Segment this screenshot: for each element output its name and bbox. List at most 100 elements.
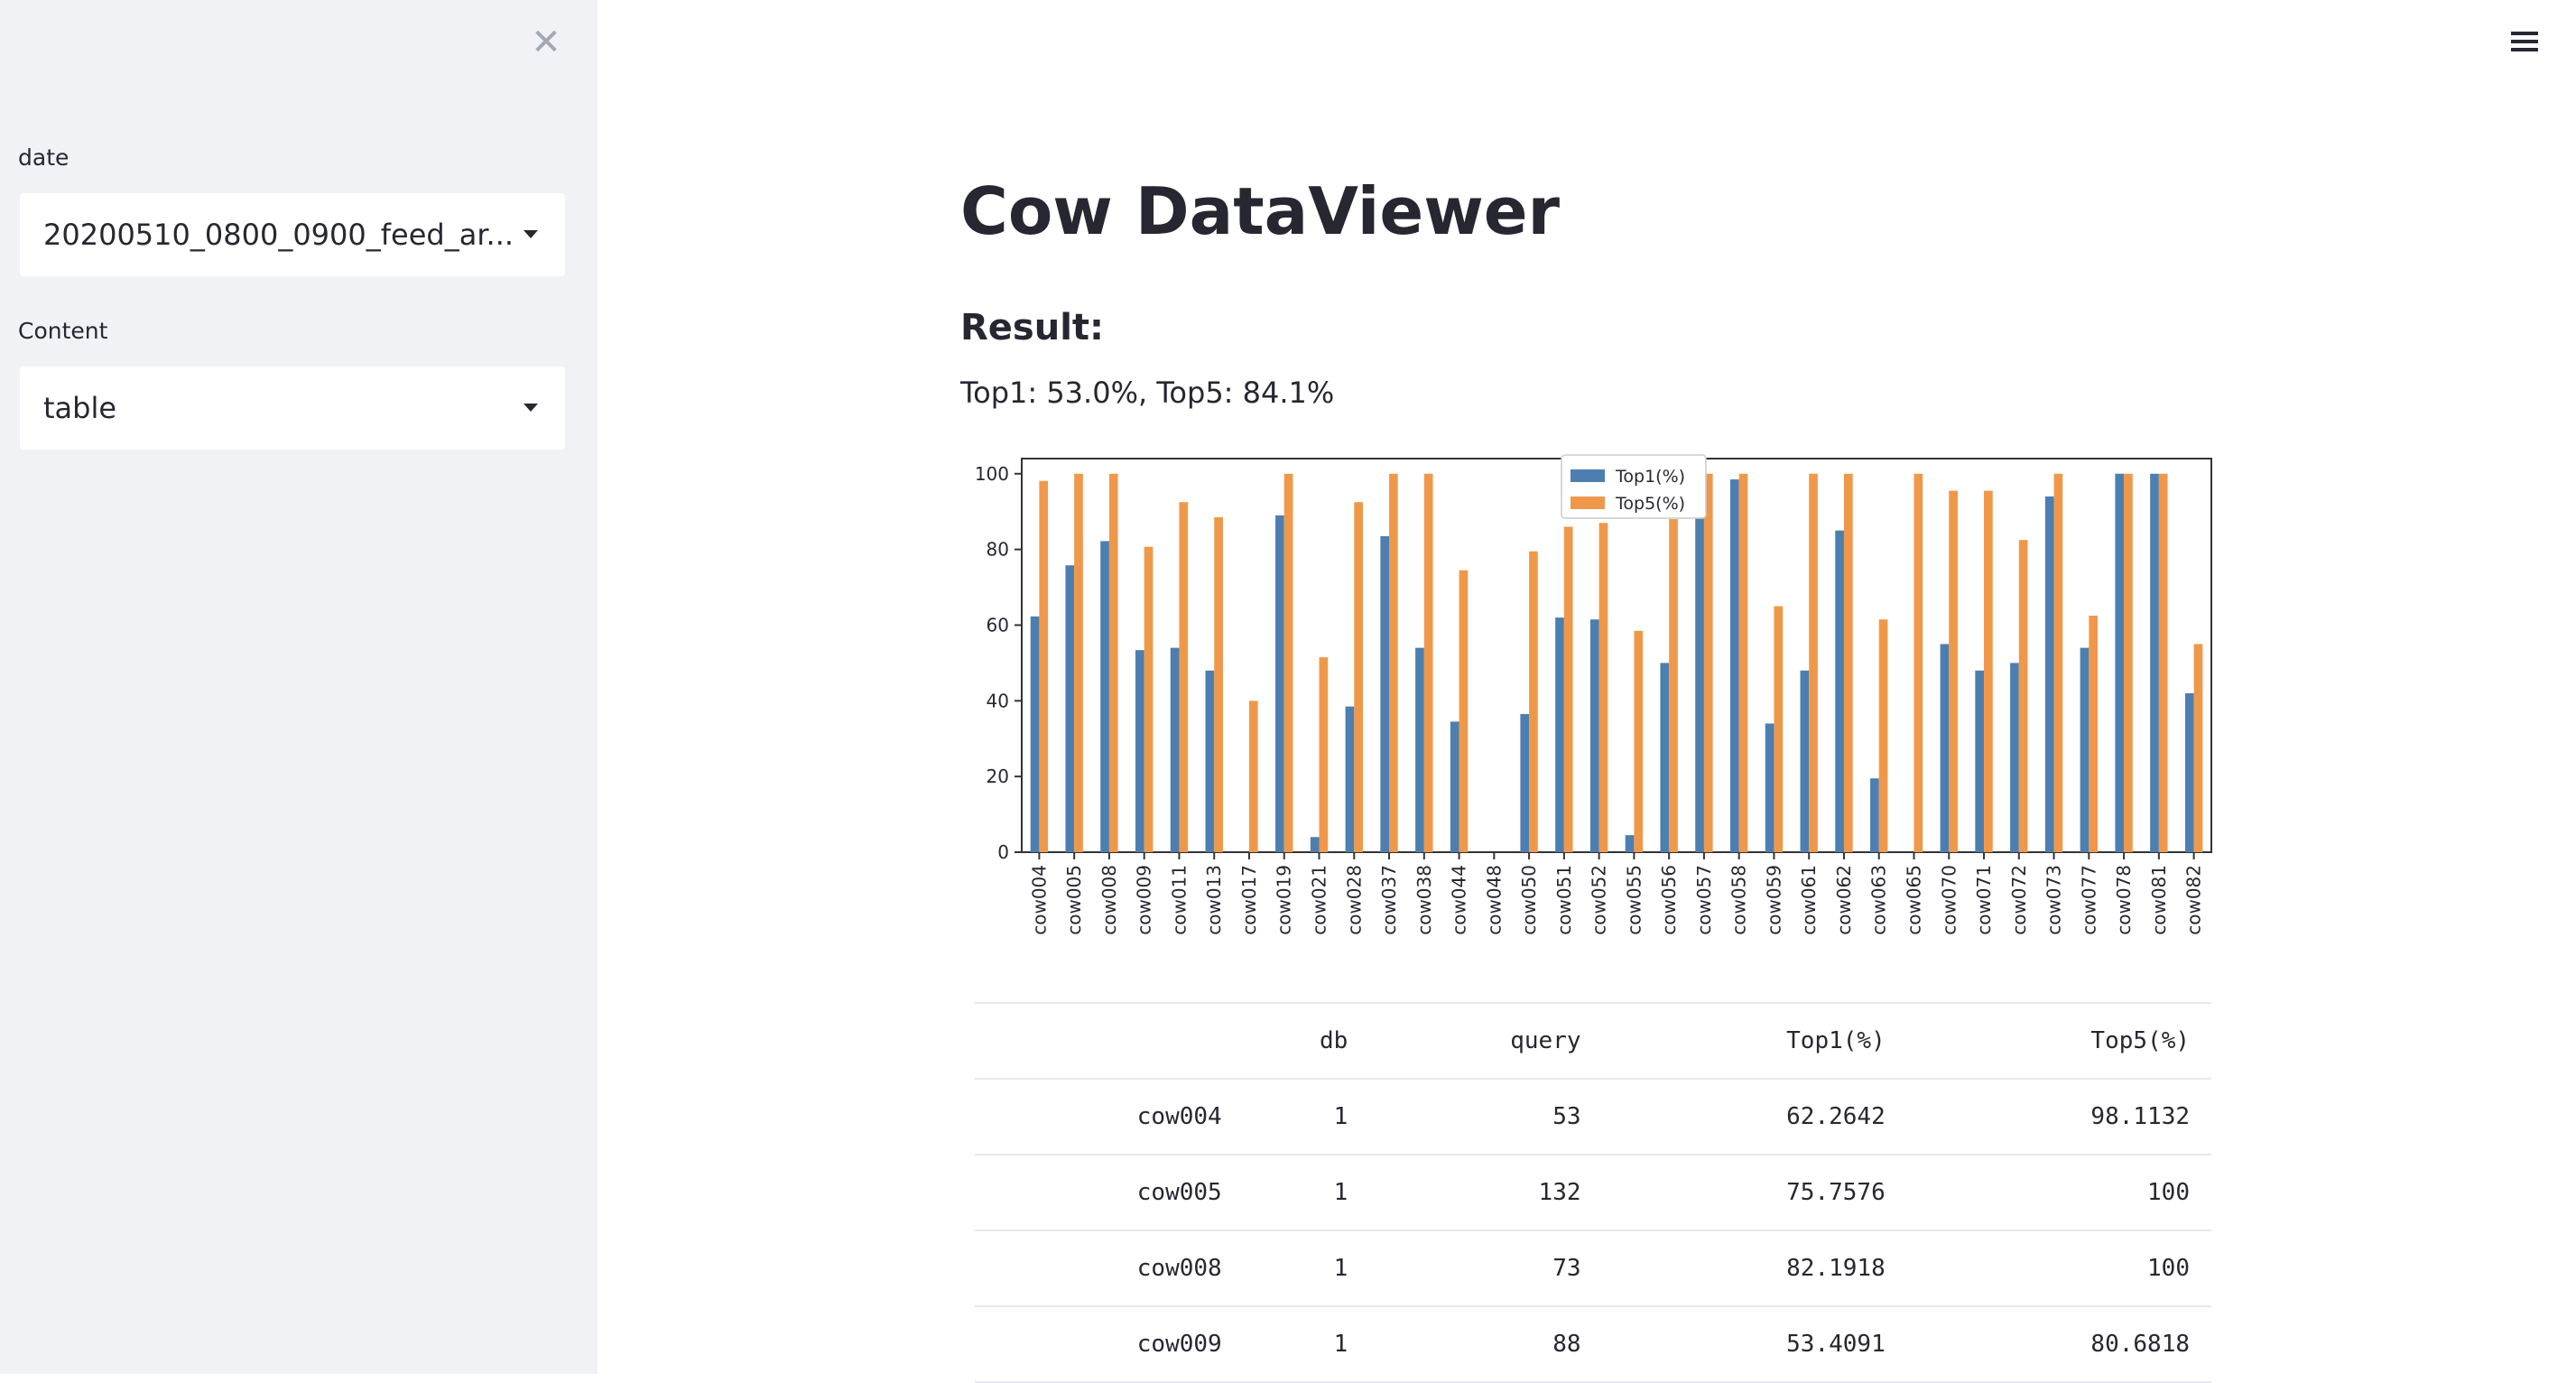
bar-top1 xyxy=(1415,647,1424,852)
x-tick-label: cow056 xyxy=(1658,865,1680,935)
bar-top5 xyxy=(1039,480,1049,852)
x-tick-label: cow077 xyxy=(2078,865,2099,935)
x-tick-label: cow011 xyxy=(1168,865,1190,935)
column-header xyxy=(975,1002,1244,1080)
bar-top5 xyxy=(2193,644,2203,852)
legend-label: Top1(%) xyxy=(1615,467,1685,487)
x-tick-label: cow028 xyxy=(1343,865,1365,935)
chevron-down-icon xyxy=(524,404,538,412)
column-header: Top5(%) xyxy=(1906,1002,2211,1080)
x-tick-label: cow044 xyxy=(1449,865,1470,935)
x-tick-label: cow063 xyxy=(1868,865,1890,935)
bar-top5 xyxy=(1354,502,1363,852)
x-tick-label: cow070 xyxy=(1938,865,1960,935)
bar-top1 xyxy=(2080,647,2090,852)
table-cell: 62.2642 xyxy=(1602,1079,1907,1156)
x-tick-label: cow005 xyxy=(1063,865,1085,935)
table-header-row: db query Top1(%) Top5(%) xyxy=(975,1002,2211,1080)
table-cell: 100 xyxy=(1906,1155,2211,1231)
bar-top1 xyxy=(2184,692,2194,852)
table-cell: 88 xyxy=(1369,1306,1603,1383)
y-tick-label: 80 xyxy=(987,539,1009,561)
bar-top5 xyxy=(1809,473,1818,852)
table-row: cow005 1 132 75.7576 100 xyxy=(975,1155,2211,1231)
x-tick-label: cow073 xyxy=(2043,865,2065,935)
bar-top5 xyxy=(1248,701,1258,852)
result-heading: Result: xyxy=(960,307,1105,348)
result-table: db query Top1(%) Top5(%) cow004 1 53 62.2642 98… xyxy=(975,1002,2211,1383)
y-tick-label: 60 xyxy=(987,614,1009,636)
x-tick-label: cow052 xyxy=(1589,865,1610,935)
bar-top5 xyxy=(1913,473,1923,852)
x-tick-label: cow048 xyxy=(1483,865,1505,935)
bar-top5 xyxy=(1703,473,1713,852)
bar-top5 xyxy=(2018,540,2028,852)
row-index-cell: cow004 xyxy=(975,1079,1244,1156)
x-tick-label: cow009 xyxy=(1134,865,1155,935)
table-cell: 1 xyxy=(1243,1306,1370,1383)
row-index-cell: cow005 xyxy=(975,1155,1244,1231)
column-header: Top1(%) xyxy=(1602,1002,1907,1080)
legend-label: Top5(%) xyxy=(1615,494,1685,514)
bar-top5 xyxy=(1878,619,1888,852)
table-cell: 82.1918 xyxy=(1602,1230,1907,1307)
bar-top1 xyxy=(1940,644,1950,852)
y-tick-label: 40 xyxy=(987,690,1009,711)
bar-top1 xyxy=(1380,535,1390,852)
chevron-down-icon xyxy=(524,230,538,238)
date-label: date xyxy=(18,144,69,171)
date-select-value: 20200510_0800_0900_feed_ar... xyxy=(43,218,513,252)
bar-top1 xyxy=(1030,616,1040,852)
result-summary: Top1: 53.0%, Top5: 84.1% xyxy=(960,376,1335,410)
hamburger-menu-icon[interactable] xyxy=(2509,27,2540,58)
column-header: query xyxy=(1369,1002,1603,1080)
bar-top5 xyxy=(1984,490,1993,852)
bar-top5 xyxy=(1108,473,1118,852)
bar-top1 xyxy=(1729,479,1739,852)
x-tick-label: cow082 xyxy=(2183,865,2205,935)
y-tick-label: 100 xyxy=(975,463,1009,485)
x-tick-label: cow038 xyxy=(1413,865,1435,935)
bar-top5 xyxy=(1423,473,1433,852)
bar-top5 xyxy=(1738,473,1748,852)
x-tick-label: cow050 xyxy=(1518,865,1540,935)
bar-top1 xyxy=(1310,837,1320,852)
sidebar: ✕ date 20200510_0800_0900_feed_ar... Con… xyxy=(0,0,598,1374)
bar-top5 xyxy=(1319,657,1329,852)
bar-top1 xyxy=(1660,663,1670,852)
bar-top5 xyxy=(1459,570,1469,852)
date-select[interactable]: 20200510_0800_0900_feed_ar... xyxy=(20,193,565,276)
bar-top1 xyxy=(1870,778,1879,852)
bar-top5 xyxy=(2053,473,2063,852)
table-cell: 1 xyxy=(1243,1230,1370,1307)
bar-top1 xyxy=(2150,473,2159,852)
content-label: Content xyxy=(18,318,108,344)
table-row: cow008 1 73 82.1918 100 xyxy=(975,1230,2211,1307)
x-tick-label: cow017 xyxy=(1238,865,1260,935)
bar-top1 xyxy=(1765,723,1774,852)
content-select[interactable]: table xyxy=(20,367,565,450)
table-cell: 1 xyxy=(1243,1155,1370,1231)
x-tick-label: cow013 xyxy=(1203,865,1225,935)
bar-top1 xyxy=(1345,706,1355,852)
x-tick-label: cow004 xyxy=(1028,865,1050,935)
x-tick-label: cow081 xyxy=(2148,865,2170,935)
bar-top5 xyxy=(1529,551,1538,852)
bar-top5 xyxy=(1669,519,1678,852)
content-select-value: table xyxy=(43,391,117,425)
column-header: db xyxy=(1243,1002,1370,1080)
x-tick-label: cow062 xyxy=(1833,865,1855,935)
table-cell: 80.6818 xyxy=(1906,1306,2211,1383)
x-tick-label: cow008 xyxy=(1098,865,1120,935)
x-tick-label: cow021 xyxy=(1309,865,1330,935)
table-cell: 100 xyxy=(1906,1230,2211,1307)
row-index-cell: cow008 xyxy=(975,1230,1244,1307)
bar-top1 xyxy=(1100,541,1109,852)
y-tick-label: 20 xyxy=(987,766,1009,787)
bar-top5 xyxy=(1634,630,1644,852)
bar-top1 xyxy=(1205,670,1215,852)
bar-top5 xyxy=(1563,526,1573,852)
close-icon[interactable]: ✕ xyxy=(531,22,561,63)
bar-top5 xyxy=(1283,473,1293,852)
bar-top5 xyxy=(1074,473,1083,852)
